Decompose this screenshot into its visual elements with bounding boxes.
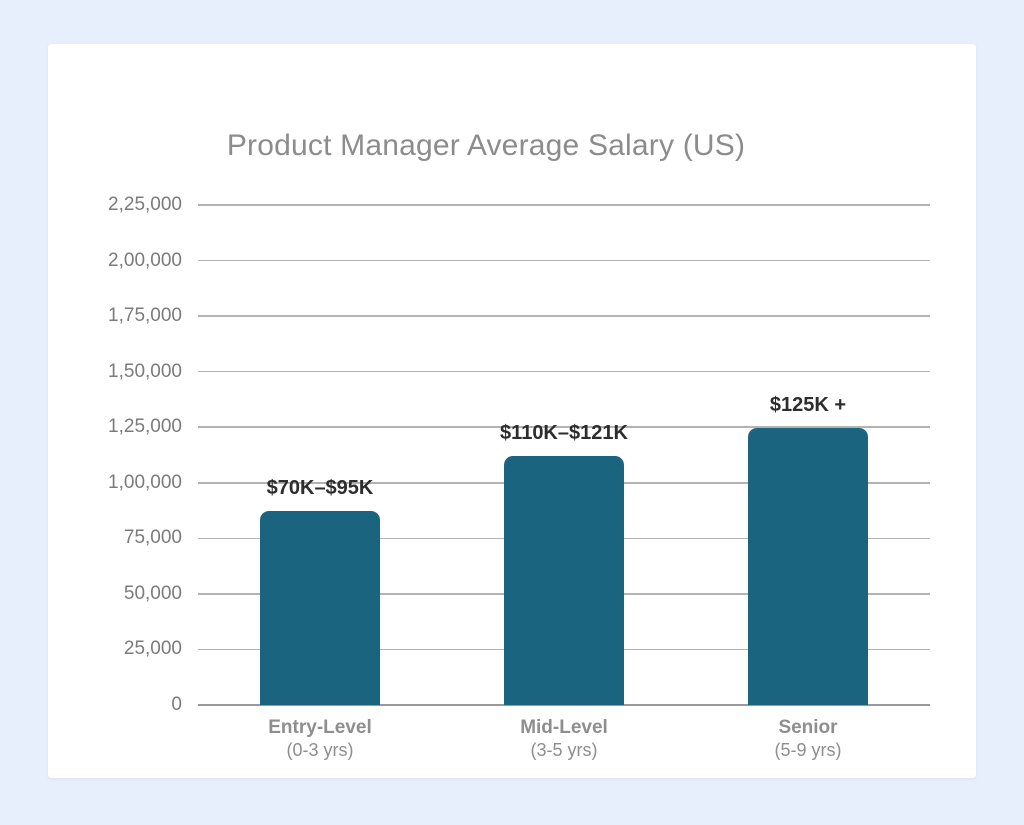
x-axis-category-name: Mid-Level <box>520 717 608 738</box>
y-axis-tick-label: 50,000 <box>123 582 182 604</box>
y-axis-tick-label: 1,25,000 <box>108 416 182 438</box>
y-axis-tick-label: 1,00,000 <box>108 471 182 493</box>
x-axis-category-name: Senior <box>778 717 838 738</box>
x-axis-category-mid-level: Mid-Level (3-5 yrs) <box>444 717 684 761</box>
y-axis-tick-label: 75,000 <box>123 527 182 549</box>
gridline <box>198 204 930 206</box>
x-axis-category-entry-level: Entry-Level (0-3 yrs) <box>200 717 440 761</box>
bar-value-label-entry-level: $70K–$95K <box>266 476 374 499</box>
y-axis-tick-label: 1,50,000 <box>108 360 182 382</box>
chart-title: Product Manager Average Salary (US) <box>226 129 746 162</box>
bar-value-label-senior: $125K + <box>769 394 847 417</box>
x-axis-category-years: (3-5 yrs) <box>530 740 598 760</box>
y-axis-tick-label: 2,25,000 <box>108 194 182 215</box>
bar-mid-level <box>504 456 624 705</box>
y-axis-tick-label: 2,00,000 <box>108 249 182 271</box>
y-axis-tick-label: 25,000 <box>123 638 182 660</box>
x-axis-line <box>198 704 930 706</box>
x-axis-category-senior: Senior (5-9 yrs) <box>688 717 928 761</box>
x-axis-category-name: Entry-Level <box>268 717 372 738</box>
chart-card: Product Manager Average Salary (US) 0 25,… <box>48 44 976 778</box>
y-axis-tick-label: 0 <box>171 694 182 715</box>
plot-area: 0 25,000 50,000 75,000 1,00,000 1,25,000 1,50,… <box>48 44 976 778</box>
gridline <box>198 315 930 317</box>
bar-entry-level <box>260 510 380 705</box>
bar-value-label-mid-level: $110K–$121K <box>500 422 628 445</box>
gridline <box>198 426 930 428</box>
gridline <box>198 370 930 373</box>
y-axis-tick-label: 1,75,000 <box>108 305 182 327</box>
x-axis-category-years: (0-3 yrs) <box>286 740 354 760</box>
x-axis-category-years: (5-9 yrs) <box>774 740 842 760</box>
bar-senior <box>748 428 868 705</box>
gridline <box>198 259 930 262</box>
